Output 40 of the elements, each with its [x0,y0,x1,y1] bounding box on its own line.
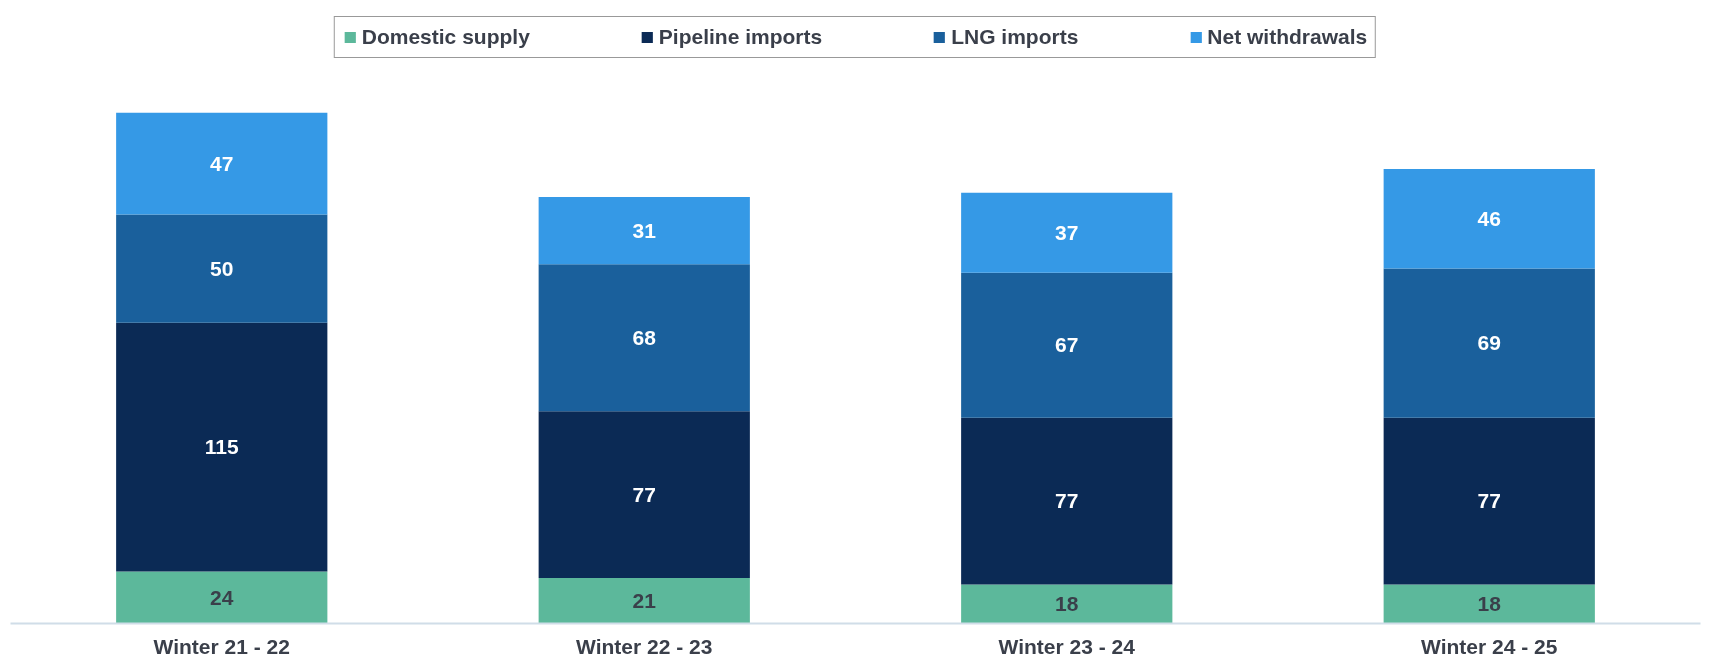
x-tick-label: Winter 24 - 25 [1421,634,1558,658]
data-label: 37 [1055,220,1079,244]
bar [961,192,1173,273]
bar [961,417,1173,585]
data-label: 69 [1477,331,1501,355]
bar [1383,168,1595,269]
bar [116,214,328,323]
legend-label: LNG imports [951,25,1079,49]
data-label: 47 [210,151,234,175]
data-label: 77 [1055,489,1079,513]
data-label: 50 [210,256,234,280]
data-label: 77 [632,482,656,506]
data-label: 21 [632,588,657,612]
x-tick-label: Winter 23 - 24 [998,634,1136,658]
data-label: 18 [1477,592,1502,616]
bar [538,264,750,412]
data-label: 115 [204,435,240,459]
legend-label: Domestic supply [361,25,530,49]
data-label: 67 [1055,333,1079,357]
data-label: 18 [1055,592,1079,616]
data-label: 68 [632,325,657,349]
bar [538,197,750,265]
bar [116,571,328,624]
bar [538,578,750,624]
bar [961,584,1173,624]
legend-label: Pipeline imports [658,25,823,49]
bar [116,322,328,572]
data-label: 24 [210,585,234,609]
bar [1383,417,1595,585]
x-tick-label: Winter 21 - 22 [153,634,290,658]
bar [961,272,1173,418]
bar [1383,268,1595,418]
data-label: 77 [1477,489,1501,513]
bar [538,411,750,579]
x-tick-label: Winter 22 - 23 [576,634,713,658]
data-label: 31 [632,218,657,242]
data-label: 46 [1477,206,1501,230]
bar [1383,584,1595,624]
legend-label: Net withdrawals [1207,25,1368,49]
bar [116,112,328,215]
